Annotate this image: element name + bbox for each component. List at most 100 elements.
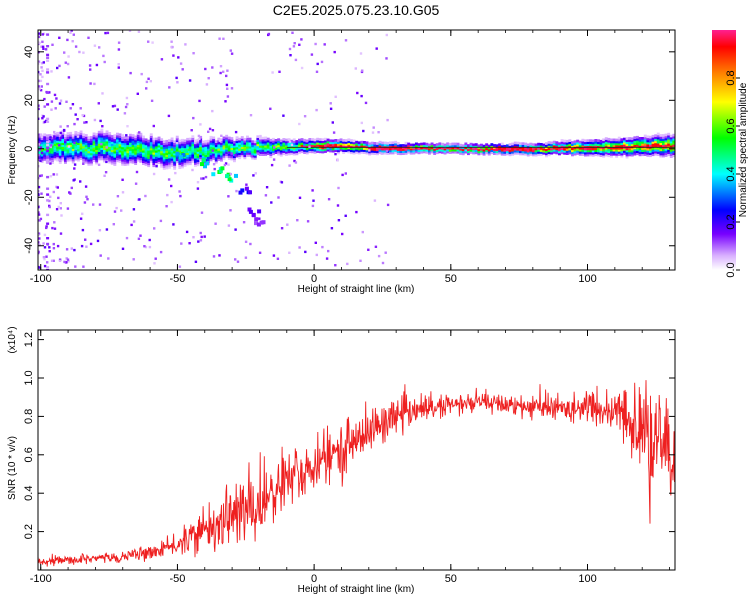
spectrogram-cell xyxy=(285,149,288,152)
spectrogram-cell xyxy=(38,70,40,74)
spectrogram-cell xyxy=(612,150,616,154)
spectrogram-cell xyxy=(170,160,174,163)
spectrogram-cell xyxy=(87,154,91,158)
spectrogram-cell xyxy=(144,156,148,160)
spectrogram-cell xyxy=(49,195,52,198)
spectrogram-cell xyxy=(201,142,205,146)
spectrogram-cell xyxy=(360,121,363,125)
spectrogram-cell xyxy=(285,138,288,142)
spectrogram-cell xyxy=(238,152,242,155)
spectrogram-cell xyxy=(591,141,595,145)
spectrogram-cell xyxy=(368,146,372,150)
spectrogram-cell xyxy=(451,142,455,146)
spectrogram-cell xyxy=(243,146,247,149)
spectrogram-cell xyxy=(266,139,270,143)
spectrogram-cell xyxy=(493,144,496,147)
spectrogram-cell xyxy=(417,151,421,155)
spectrogram-cell xyxy=(108,158,112,162)
spectrogram-cell xyxy=(52,259,55,262)
spectrogram-cell xyxy=(368,142,372,146)
spectrogram-cell xyxy=(126,156,130,160)
spectrogram-cell xyxy=(547,147,551,150)
spectrogram-cell xyxy=(79,147,83,150)
spectrogram-cell xyxy=(337,141,340,144)
spectrogram-cell xyxy=(500,152,504,156)
spectrogram-cell xyxy=(38,143,40,146)
spectrogram-cell xyxy=(77,158,80,162)
spectrogram-cell xyxy=(545,152,548,156)
spectrogram-cell xyxy=(168,145,171,149)
spectrogram-cell xyxy=(539,147,543,150)
spectrogram-cell xyxy=(233,159,236,163)
spectrogram-cell xyxy=(480,149,483,153)
spectrogram-cell xyxy=(157,142,161,146)
spectrogram-cell xyxy=(178,160,182,163)
spectrogram-cell xyxy=(620,146,624,150)
spectrogram-cell xyxy=(628,149,632,153)
spectrogram-cell xyxy=(620,140,624,144)
spectrogram-cell xyxy=(417,143,421,146)
spectrogram-cell xyxy=(451,150,455,154)
spectrogram-cell xyxy=(71,136,75,139)
spectrogram-cell xyxy=(84,148,88,152)
spectrogram-cell xyxy=(178,147,182,151)
spectrogram-cell xyxy=(225,136,229,140)
spectrogram-cell xyxy=(253,150,257,154)
spectrogram-cell xyxy=(69,131,73,135)
spectrogram-cell xyxy=(177,56,180,59)
spectrogram-cell xyxy=(175,139,179,143)
spectrogram-cell xyxy=(264,151,268,154)
spectrogram-cell xyxy=(290,152,294,155)
spectrogram-cell xyxy=(191,155,195,159)
spectrogram-cell xyxy=(230,153,234,157)
spectrogram-cell xyxy=(594,147,598,150)
spectrogram-cell xyxy=(207,148,210,151)
spectrogram-cell xyxy=(148,245,152,249)
spectrogram-cell xyxy=(199,152,203,156)
spectrogram-cell xyxy=(53,93,57,97)
spectrogram-cell xyxy=(178,145,182,149)
spectrogram-cell xyxy=(38,233,40,236)
spectrogram-cell xyxy=(56,66,59,70)
spectrogram-cell xyxy=(144,148,148,152)
spectrogram-cell xyxy=(308,148,312,151)
spectrogram-cell xyxy=(667,145,671,148)
spectrogram-cell xyxy=(52,247,56,250)
spectrogram-cell xyxy=(224,162,228,165)
spectrogram-cell xyxy=(105,160,108,164)
spectrogram-cell xyxy=(550,149,554,153)
spectrogram-cell xyxy=(144,142,148,146)
spectrogram-cell xyxy=(100,132,104,136)
spectrogram-cell xyxy=(95,147,99,150)
spectrogram-cell xyxy=(134,143,138,147)
spectrogram-cell xyxy=(472,149,476,153)
spectrogram-cell xyxy=(350,149,353,153)
spectrogram-cell xyxy=(467,150,470,154)
spectrogram-cell xyxy=(365,149,369,153)
spectrogram-cell xyxy=(100,137,104,140)
spectrogram-cell xyxy=(485,149,489,153)
spectrogram-cell xyxy=(235,144,239,148)
spectrogram-cell xyxy=(204,152,208,156)
spectrogram-cell xyxy=(555,141,559,144)
spectrogram-cell xyxy=(113,138,117,142)
spectrogram-cell xyxy=(342,141,346,144)
spectrogram-cell xyxy=(620,154,624,158)
spectrogram-cell xyxy=(167,178,171,181)
spectrogram-cell xyxy=(238,142,242,145)
spectrogram-cell xyxy=(136,144,140,148)
spectrogram-cell xyxy=(532,149,535,153)
spectrogram-cell xyxy=(44,48,48,51)
spectrogram-cell xyxy=(383,149,387,153)
spectrogram-cell xyxy=(46,242,50,246)
spectrogram-cell xyxy=(383,143,387,147)
spectrogram-cell xyxy=(222,148,226,152)
spectrogram-cell xyxy=(200,162,204,167)
spectrogram-cell xyxy=(565,150,569,153)
spectrogram-cell xyxy=(656,143,660,146)
spectrogram-cell xyxy=(188,152,192,155)
spectrogram-cell xyxy=(46,68,50,71)
spectrogram-cell xyxy=(612,138,616,142)
spectrogram-cell xyxy=(183,145,187,149)
spectrogram-cell xyxy=(191,168,194,172)
